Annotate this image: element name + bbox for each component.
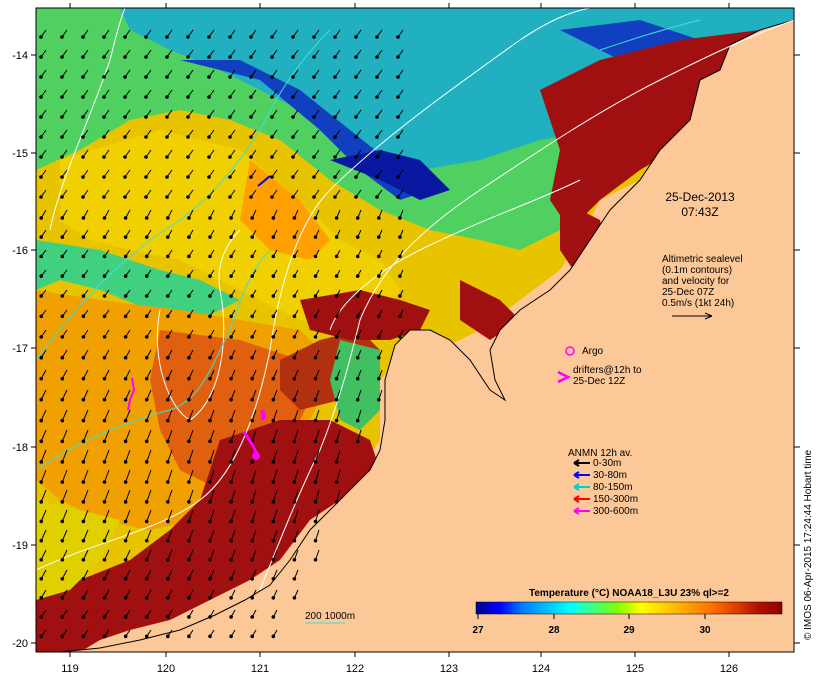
axis-ticks [31,3,800,657]
svg-text:Argo: Argo [582,346,604,357]
lat-tick-label: -18 [12,442,28,454]
lon-tick-label: 125 [626,663,644,675]
anmn-legend-label: 30-80m [593,470,627,481]
coastline [59,19,794,652]
anmn-legend: ANMN 12h av. 0-30m30-80m80-150m150-300m3… [568,448,638,517]
anmn-legend-label: 0-30m [593,458,621,469]
isobath-legend: 200 1000m [305,611,355,624]
lon-tick-label: 122 [346,663,364,675]
anmn-arrow-icon [573,471,590,479]
latitude-labels: -14 -15 -16 -17 -18 -19 -20 [12,50,28,650]
svg-text:(0.1m contours): (0.1m contours) [662,265,732,276]
svg-text:Altimetric sealevel: Altimetric sealevel [662,254,743,265]
drifter-tracks [127,377,267,460]
anmn-arrow-icon [573,459,590,467]
svg-text:25-Dec 07Z: 25-Dec 07Z [662,287,714,298]
drifters-legend: drifters@12h to 25-Dec 12Z [557,365,642,387]
time-label: 07:43Z [681,205,718,219]
lat-tick-label: -15 [12,148,28,160]
longitude-labels: 119 120 121 122 123 124 125 126 [61,663,738,675]
velocity-arrows [39,29,404,639]
colorbar-tick-label: 27 [472,625,484,636]
lat-tick-label: -14 [12,50,28,62]
lon-tick-label: 119 [61,663,79,675]
argo-marker-icon [565,346,575,356]
lat-tick-label: -16 [12,245,28,257]
colorbar-tick-label: 28 [548,625,560,636]
colorbar: Temperature (°C) NOAA18_L3U 23% ql>=2 27… [472,588,783,636]
colorbar-title: Temperature (°C) NOAA18_L3U 23% ql>=2 [529,588,729,599]
svg-text:0.5m/s (1kt 24h): 0.5m/s (1kt 24h) [662,298,734,309]
lon-tick-label: 123 [440,663,458,675]
lon-tick-label: 121 [251,663,269,675]
lat-tick-label: -17 [12,343,28,355]
anmn-legend-label: 300-600m [593,506,638,517]
svg-text:drifters@12h to: drifters@12h to [573,365,642,376]
lat-tick-label: -20 [12,638,28,650]
svg-text:ANMN 12h av.: ANMN 12h av. [568,448,632,459]
credit-label: © IMOS 06-Apr-2015 17:24:44 Hobart time [803,449,814,640]
anmn-arrow-icon [573,495,590,503]
drifter-chevron-icon [557,370,571,384]
argo-legend: Argo [565,346,604,357]
lon-tick-label: 120 [157,663,175,675]
lon-tick-label: 126 [720,663,738,675]
isobath-lines [36,19,701,471]
date-label: 25-Dec-2013 [665,190,735,204]
blue-drifter-arrow [257,175,271,187]
colorbar-gradient [475,601,783,615]
anmn-arrow-icon [573,507,590,515]
altimetry-legend: Altimetric sealevel (0.1m contours) and … [662,254,743,320]
anmn-arrow-icon [573,483,590,491]
svg-text:200 1000m: 200 1000m [305,611,355,622]
anmn-legend-label: 150-300m [593,494,638,505]
lat-tick-label: -19 [12,540,28,552]
lon-tick-label: 124 [532,663,550,675]
colorbar-tick-label: 29 [623,625,635,636]
colorbar-tick-label: 30 [699,625,711,636]
anmn-legend-label: 80-150m [593,482,632,493]
svg-text:25-Dec 12Z: 25-Dec 12Z [573,376,625,387]
svg-text:and velocity for: and velocity for [662,276,730,287]
